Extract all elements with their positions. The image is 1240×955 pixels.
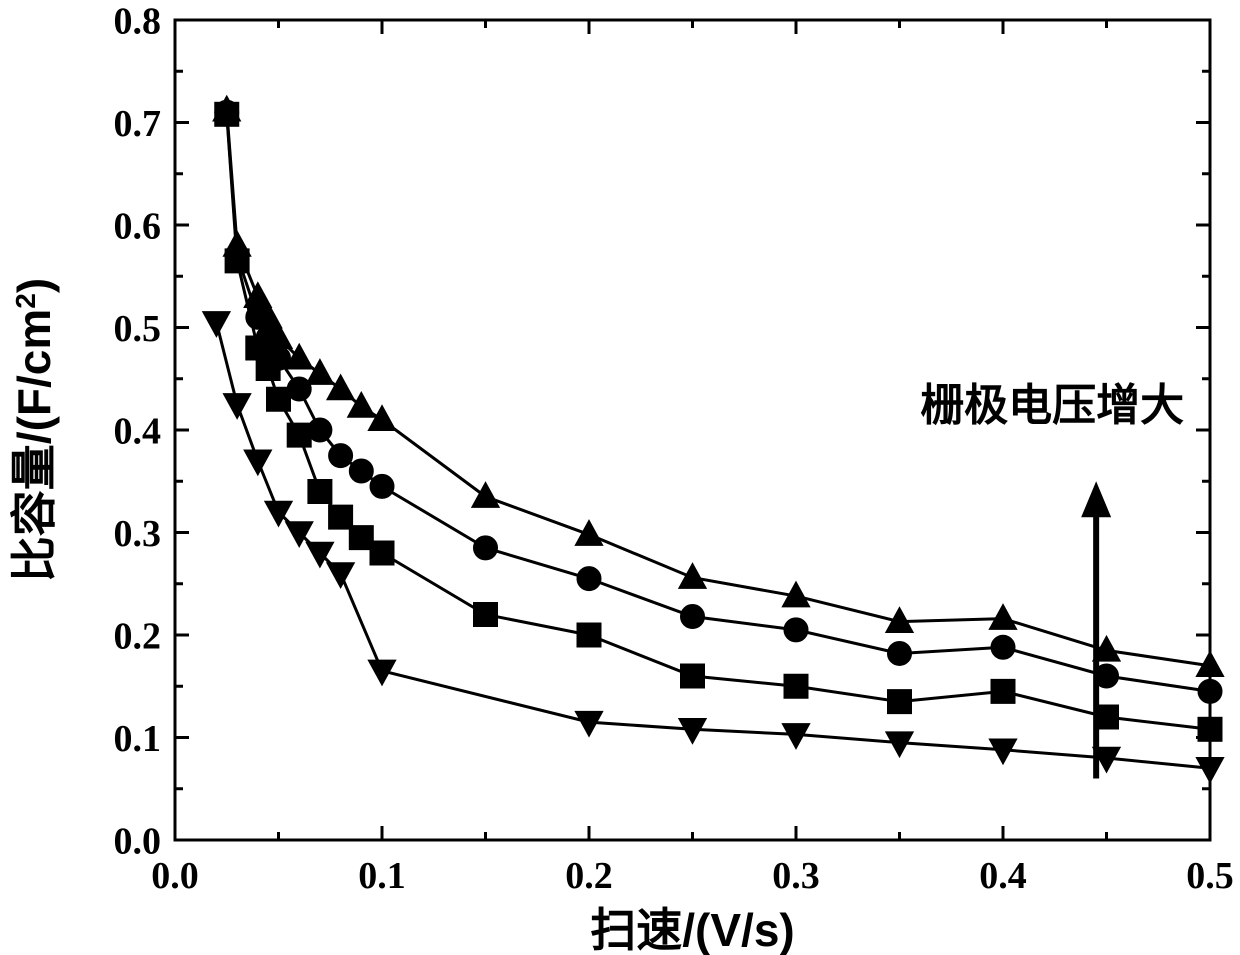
- chart-svg: 0.00.10.20.30.40.50.00.10.20.30.40.50.60…: [0, 0, 1240, 955]
- y-axis-label: 比容量/(F/cm2): [8, 278, 60, 582]
- y-tick-label: 0.1: [114, 718, 162, 760]
- y-tick-label: 0.6: [114, 205, 162, 247]
- y-tick-label: 0.3: [114, 513, 162, 555]
- x-axis-label: 扫速/(V/s): [590, 904, 794, 955]
- y-tick-label: 0.8: [114, 0, 162, 42]
- y-tick-label: 0.0: [114, 820, 162, 862]
- y-tick-label: 0.5: [114, 308, 162, 350]
- x-tick-label: 0.3: [772, 855, 820, 897]
- y-tick-label: 0.7: [114, 103, 162, 145]
- x-tick-label: 0.5: [1186, 855, 1234, 897]
- chart-container: 0.00.10.20.30.40.50.00.10.20.30.40.50.60…: [0, 0, 1240, 955]
- x-tick-label: 0.1: [358, 855, 406, 897]
- y-tick-label: 0.2: [114, 615, 162, 657]
- annotation-text: 栅极电压增大: [920, 381, 1184, 430]
- x-tick-label: 0.4: [979, 855, 1027, 897]
- y-tick-label: 0.4: [114, 410, 162, 452]
- x-tick-label: 0.2: [565, 855, 613, 897]
